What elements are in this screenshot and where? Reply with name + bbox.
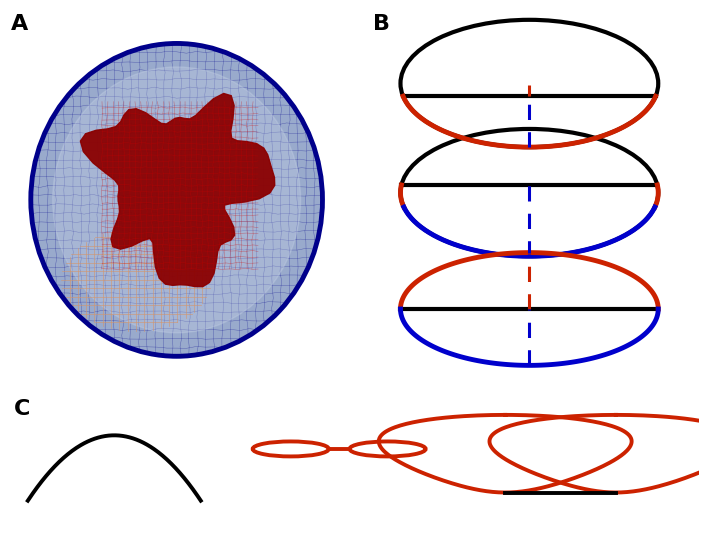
Circle shape — [31, 43, 323, 356]
Text: B: B — [373, 14, 390, 34]
Text: A: A — [11, 14, 28, 34]
Circle shape — [53, 67, 301, 333]
Polygon shape — [80, 93, 275, 287]
Text: C: C — [14, 399, 30, 419]
